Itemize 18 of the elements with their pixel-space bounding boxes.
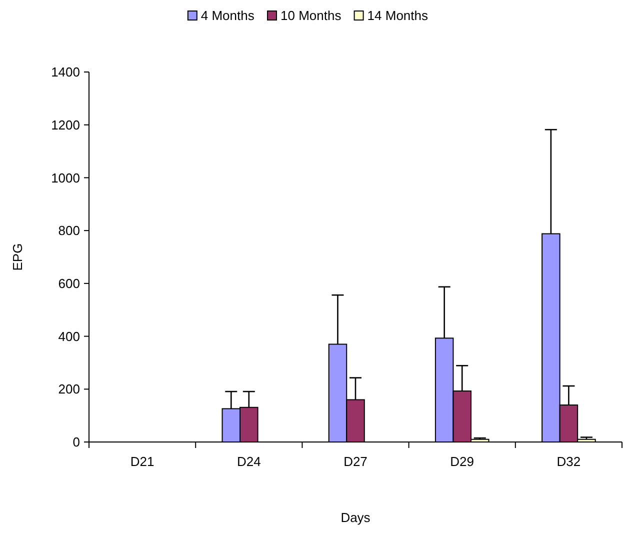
y-tick-label: 1400	[51, 64, 80, 80]
y-tick-label: 800	[58, 223, 80, 238]
x-tick-label: D27	[344, 454, 368, 469]
legend-label: 4 Months	[200, 8, 255, 23]
legend-label: 10 Months	[280, 8, 342, 23]
y-tick-label: 1000	[51, 170, 80, 186]
y-tick-label: 600	[58, 276, 80, 291]
y-axis-title: EPG	[10, 243, 25, 271]
x-tick-label: D24	[236, 454, 261, 469]
x-tick-label: D32	[556, 454, 581, 469]
x-tick-label: D29	[450, 454, 474, 469]
x-axis-title: Days	[340, 510, 371, 525]
y-tick-label: 0	[72, 434, 80, 450]
legend-label: 14 Months	[367, 8, 429, 23]
y-tick-label: 1200	[51, 117, 80, 132]
x-tick-label: D21	[130, 454, 154, 469]
y-tick-label: 200	[58, 382, 80, 397]
y-tick-label: 400	[58, 328, 80, 344]
